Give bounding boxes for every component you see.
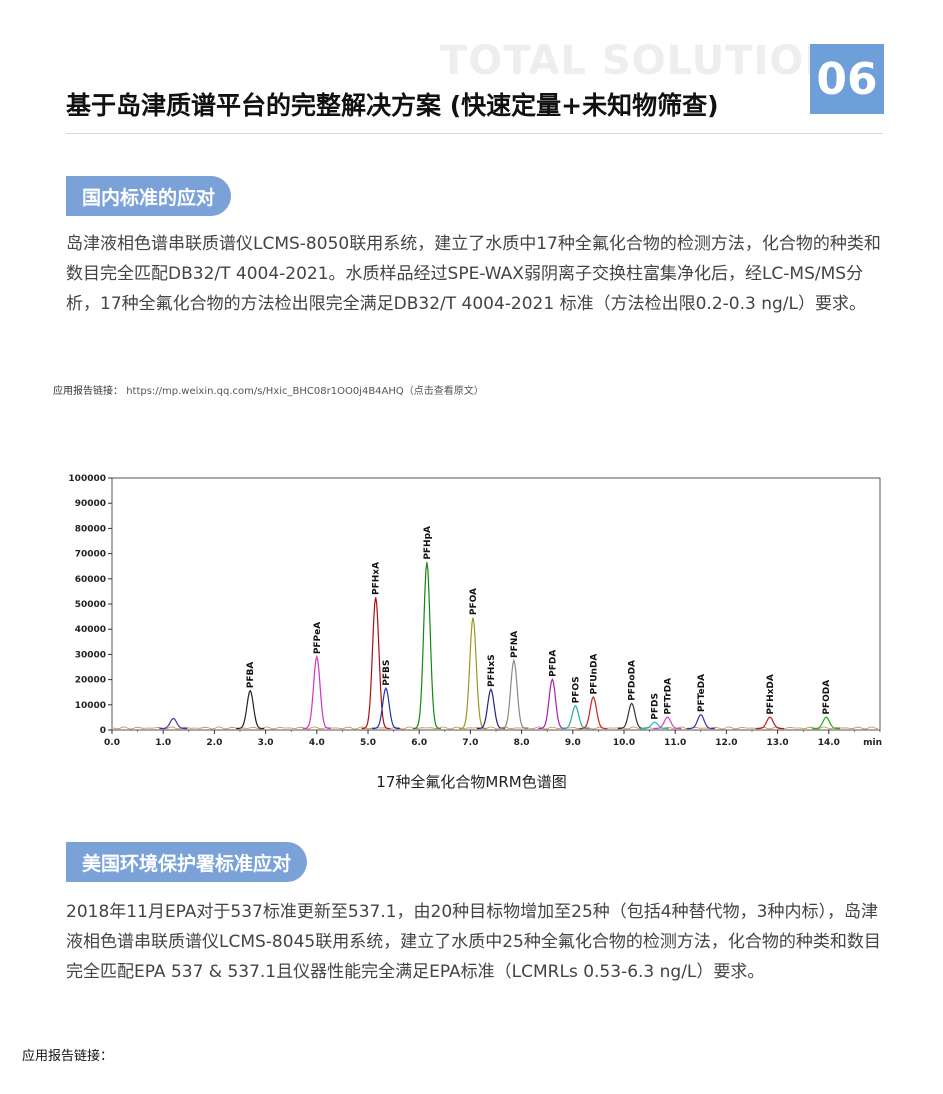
report-link-label: 应用报告链接： [53,386,123,397]
peak-trace [499,658,528,730]
peak-trace [617,702,646,730]
section1-paragraph: 岛津液相色谱串联质谱仪LCMS-8050联用系统，建立了水质中17种全氟化合物的… [66,234,881,314]
peak-label: PFTeDA [697,674,707,712]
footer-report-link-label: 应用报告链接： [22,1049,114,1064]
page-title: 基于岛津质谱平台的完整解决方案 (快速定量+未知物筛查) [66,91,719,120]
y-tick-label: 20000 [75,676,106,686]
peak-trace [476,688,505,730]
x-tick-label: 8.0 [514,738,530,748]
y-tick-label: 10000 [75,701,106,711]
chart-caption: 17种全氟化合物MRM色谱图 [376,773,567,791]
y-tick-label: 0 [100,726,106,736]
peak-label: PFBA [246,662,256,689]
y-tick-label: 70000 [75,550,106,560]
x-tick-label: 6.0 [411,738,427,748]
peak-label: PFOA [469,588,479,615]
x-tick-label: 13.0 [766,738,788,748]
x-tick-label: 3.0 [258,738,274,748]
x-tick-label: 14.0 [818,738,840,748]
peak-label: PFDS [651,693,661,720]
peak-label: PFHxDA [766,674,776,715]
y-tick-label: 100000 [68,474,106,484]
section-tag-domestic-standard: 国内标准的应对 [66,176,232,216]
y-tick-label: 60000 [75,575,106,585]
title-divider [66,133,883,134]
peak-trace [361,597,390,730]
section-tag-epa-standard: 美国环境保护署标准应对 [66,842,308,882]
peak-label: PFTrDA [664,678,674,715]
peak-trace [579,695,608,730]
page-number-badge: 06 [810,44,884,114]
report-link-row: 应用报告链接： https://mp.weixin.qq.com/s/Hxic_… [53,382,484,397]
peak-trace [755,716,784,730]
peak-label: PFODA [822,680,832,715]
y-tick-label: 90000 [75,499,106,509]
peak-trace [459,617,487,730]
section2-paragraph: 2018年11月EPA对于537标准更新至537.1，由20种目标物增加至25种… [66,902,881,982]
x-tick-label: 7.0 [462,738,478,748]
x-tick-label: 9.0 [565,738,581,748]
peak-trace [640,721,669,730]
x-tick-label: 11.0 [664,738,686,748]
x-tick-label: 4.0 [309,738,325,748]
peak-trace [236,689,265,730]
peak-label: PFHxS [487,654,497,687]
peak-trace [159,717,188,730]
x-tick-label: 10.0 [613,738,635,748]
y-tick-label: 80000 [75,524,106,534]
peak-label: PFPeA [313,622,323,654]
peak-label: PFHpA [423,526,433,560]
x-tick-label: 12.0 [715,738,737,748]
chromatogram-svg: 0 10000 20000 30000 40000 50000 60000 70000 8000… [68,474,882,748]
x-tick-label: 1.0 [155,738,171,748]
y-tick-label: 50000 [75,600,106,610]
chromatogram-chart: 0 10000 20000 30000 40000 50000 60000 70000 8000… [56,470,886,760]
peak-label: PFDA [548,650,558,677]
peak-trace [302,654,331,730]
peak-label: PFDoDA [628,660,638,701]
peak-trace [371,686,400,730]
x-tick-label: 0.0 [104,738,120,748]
peak-trace [538,677,567,730]
x-axis-label: min [863,738,882,748]
x-tick-label: 2.0 [206,738,222,748]
y-tick-label: 40000 [75,625,106,635]
peak-label: PFHxA [372,562,382,595]
plot-frame [111,477,881,731]
peak-trace [412,562,441,730]
peak-trace [561,704,590,730]
peak-trace [812,716,841,730]
report-link-url[interactable]: https://mp.weixin.qq.com/s/Hxic_BHC08r1O… [126,386,484,397]
peak-trace [686,713,715,730]
peak-label: PFOS [571,676,581,703]
peak-label: PFUnDA [589,654,599,695]
peak-label: PFNA [510,631,520,658]
header-watermark: TOTAL SOLUTION [440,38,839,84]
y-tick-label: 30000 [75,650,106,660]
peak-trace [653,716,682,730]
peak-label: PFBS [382,660,392,686]
x-tick-label: 5.0 [360,738,376,748]
